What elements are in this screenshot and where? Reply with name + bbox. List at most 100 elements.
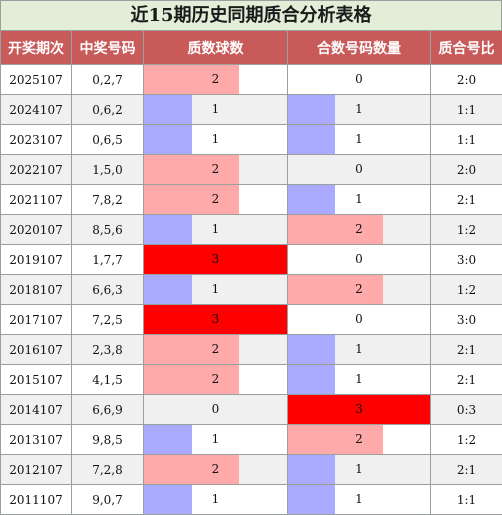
prime-count-bar [144,275,192,304]
composite-count-cell: 1 [287,484,431,515]
composite-count-value: 3 [355,402,363,416]
prime-count-value: 3 [211,252,220,266]
period-cell: 2025107 [0,64,72,95]
numbers-cell: 9,8,5 [71,424,144,455]
header-prime-count: 质数球数 [143,30,288,65]
table-row: 2025107 0,2,7 2 0 2:0 [0,64,502,95]
composite-count-cell: 1 [287,94,431,125]
ratio-cell: 1:1 [430,124,502,155]
prime-count-value: 1 [211,492,220,506]
table-row: 2020107 8,5,6 1 2 1:2 [0,214,502,245]
composite-count-value: 2 [355,222,363,236]
period-cell: 2013107 [0,424,72,455]
numbers-cell: 6,6,3 [71,274,144,305]
composite-count-cell: 0 [287,64,431,95]
prime-count-value: 0 [211,402,220,416]
ratio-cell: 3:0 [430,244,502,275]
prime-count-value: 2 [211,192,220,206]
ratio-cell: 1:1 [430,94,502,125]
table-row: 2024107 0,6,2 1 1 1:1 [0,94,502,125]
composite-count-value: 1 [355,102,363,116]
composite-count-cell: 2 [287,214,431,245]
prime-count-bar [144,215,192,244]
numbers-cell: 8,5,6 [71,214,144,245]
composite-count-bar [288,185,336,214]
prime-count-bar [144,95,192,124]
composite-count-bar [288,455,336,484]
period-cell: 2018107 [0,274,72,305]
composite-count-value: 0 [355,312,363,326]
composite-count-cell: 2 [287,274,431,305]
table-row: 2019107 1,7,7 3 0 3:0 [0,244,502,275]
prime-count-value: 1 [211,282,220,296]
prime-count-cell: 2 [143,64,288,95]
ratio-cell: 2:1 [430,184,502,215]
composite-count-cell: 3 [287,394,431,425]
composite-count-cell: 2 [287,424,431,455]
ratio-cell: 1:1 [430,484,502,515]
prime-count-cell: 1 [143,94,288,125]
numbers-cell: 7,2,5 [71,304,144,335]
prime-count-value: 2 [211,342,220,356]
prime-count-bar [144,485,192,514]
table-title: 近15期历史同期质合分析表格 [0,0,502,30]
prime-count-bar [144,245,287,274]
period-cell: 2024107 [0,94,72,125]
ratio-cell: 3:0 [430,304,502,335]
prime-count-value: 1 [211,132,220,146]
period-cell: 2022107 [0,154,72,185]
ratio-cell: 1:2 [430,274,502,305]
header-composite-count: 合数号码数量 [287,30,431,65]
prime-count-value: 2 [211,462,220,476]
composite-count-cell: 1 [287,334,431,365]
period-cell: 2015107 [0,364,72,395]
composite-count-cell: 1 [287,124,431,155]
ratio-cell: 0:3 [430,394,502,425]
table-row: 2017107 7,2,5 3 0 3:0 [0,304,502,335]
table-body: 2025107 0,2,7 2 0 2:0 2024107 0,6,2 1 1 1:1 202310… [0,64,502,515]
composite-count-value: 0 [355,162,363,176]
prime-count-bar [144,125,192,154]
ratio-cell: 1:2 [430,424,502,455]
ratio-cell: 2:0 [430,154,502,185]
prime-count-value: 3 [211,312,220,326]
period-cell: 2012107 [0,454,72,485]
table-row: 2023107 0,6,5 1 1 1:1 [0,124,502,155]
composite-count-cell: 1 [287,364,431,395]
numbers-cell: 0,6,5 [71,124,144,155]
prime-count-cell: 1 [143,424,288,455]
composite-count-bar [288,485,336,514]
composite-count-bar [288,425,383,454]
composite-count-value: 1 [355,132,363,146]
numbers-cell: 9,0,7 [71,484,144,515]
composite-count-value: 1 [355,462,363,476]
composite-count-value: 2 [355,282,363,296]
composite-count-bar [288,125,336,154]
prime-count-bar [144,425,192,454]
header-numbers: 中奖号码 [71,30,144,65]
prime-count-value: 1 [211,222,220,236]
prime-count-bar [144,455,240,484]
composite-count-value: 0 [355,252,363,266]
prime-count-cell: 1 [143,274,288,305]
numbers-cell: 4,1,5 [71,364,144,395]
prime-count-cell: 2 [143,154,288,185]
prime-count-bar [144,305,287,334]
period-cell: 2021107 [0,184,72,215]
prime-count-bar [144,365,240,394]
ratio-cell: 2:0 [430,64,502,95]
header-period: 开奖期次 [0,30,72,65]
composite-count-cell: 0 [287,304,431,335]
period-cell: 2017107 [0,304,72,335]
prime-count-cell: 0 [143,394,288,425]
composite-count-bar [288,215,383,244]
table-row: 2016107 2,3,8 2 1 2:1 [0,334,502,365]
table-row: 2021107 7,8,2 2 1 2:1 [0,184,502,215]
numbers-cell: 1,5,0 [71,154,144,185]
numbers-cell: 6,6,9 [71,394,144,425]
prime-count-value: 2 [211,72,220,86]
period-cell: 2014107 [0,394,72,425]
prime-count-bar [144,335,240,364]
prime-count-value: 1 [211,102,220,116]
numbers-cell: 1,7,7 [71,244,144,275]
